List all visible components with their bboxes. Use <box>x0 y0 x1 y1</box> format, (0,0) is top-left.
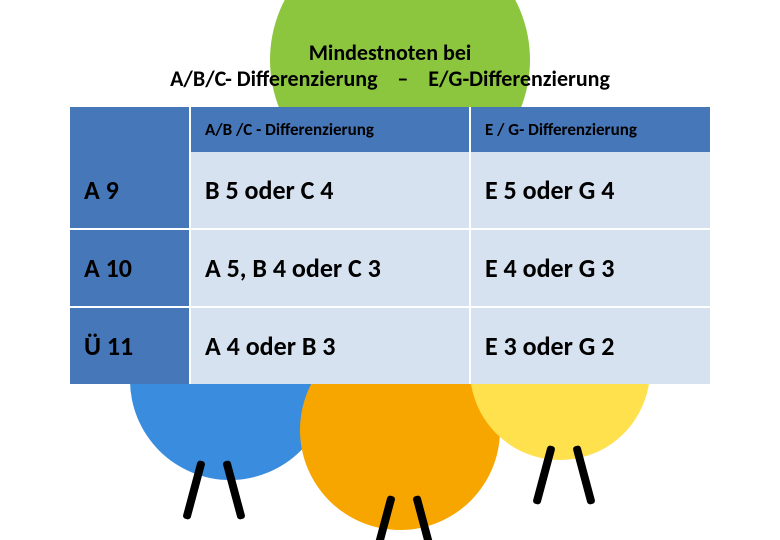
table-header-abc: A/B /C - Differenzierung <box>190 107 470 152</box>
table-header-row: A/B /C - Differenzierung E / G- Differen… <box>70 107 710 152</box>
table-header-blank <box>70 107 190 152</box>
cell-abc: A 5, B 4 oder C 3 <box>190 229 470 307</box>
cell-eg: E 5 oder G 4 <box>470 152 710 229</box>
cell-abc: A 4 oder B 3 <box>190 307 470 384</box>
row-label: Ü 11 <box>70 307 190 384</box>
grades-table: A/B /C - Differenzierung E / G- Differen… <box>70 107 710 384</box>
table-header-eg: E / G- Differenzierung <box>470 107 710 152</box>
title-line-2: A/B/C- Differenzierung – E/G-Differenzie… <box>0 66 780 92</box>
table-row: Ü 11 A 4 oder B 3 E 3 oder G 2 <box>70 307 710 384</box>
cell-abc: B 5 oder C 4 <box>190 152 470 229</box>
title-line-1: Mindestnoten bei <box>0 40 780 66</box>
slide-title: Mindestnoten bei A/B/C- Differenzierung … <box>0 40 780 93</box>
row-label: A 10 <box>70 229 190 307</box>
cell-eg: E 4 oder G 3 <box>470 229 710 307</box>
table-row: A 9 B 5 oder C 4 E 5 oder G 4 <box>70 152 710 229</box>
cell-eg: E 3 oder G 2 <box>470 307 710 384</box>
table-row: A 10 A 5, B 4 oder C 3 E 4 oder G 3 <box>70 229 710 307</box>
row-label: A 9 <box>70 152 190 229</box>
